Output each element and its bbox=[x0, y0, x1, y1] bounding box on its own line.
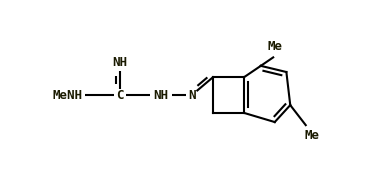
Text: C: C bbox=[116, 89, 124, 102]
Text: Me: Me bbox=[304, 129, 320, 142]
Text: NH: NH bbox=[154, 89, 168, 102]
Text: N: N bbox=[188, 89, 196, 102]
Text: MeNH: MeNH bbox=[53, 89, 83, 102]
Text: Me: Me bbox=[267, 40, 282, 53]
Text: NH: NH bbox=[112, 55, 127, 68]
